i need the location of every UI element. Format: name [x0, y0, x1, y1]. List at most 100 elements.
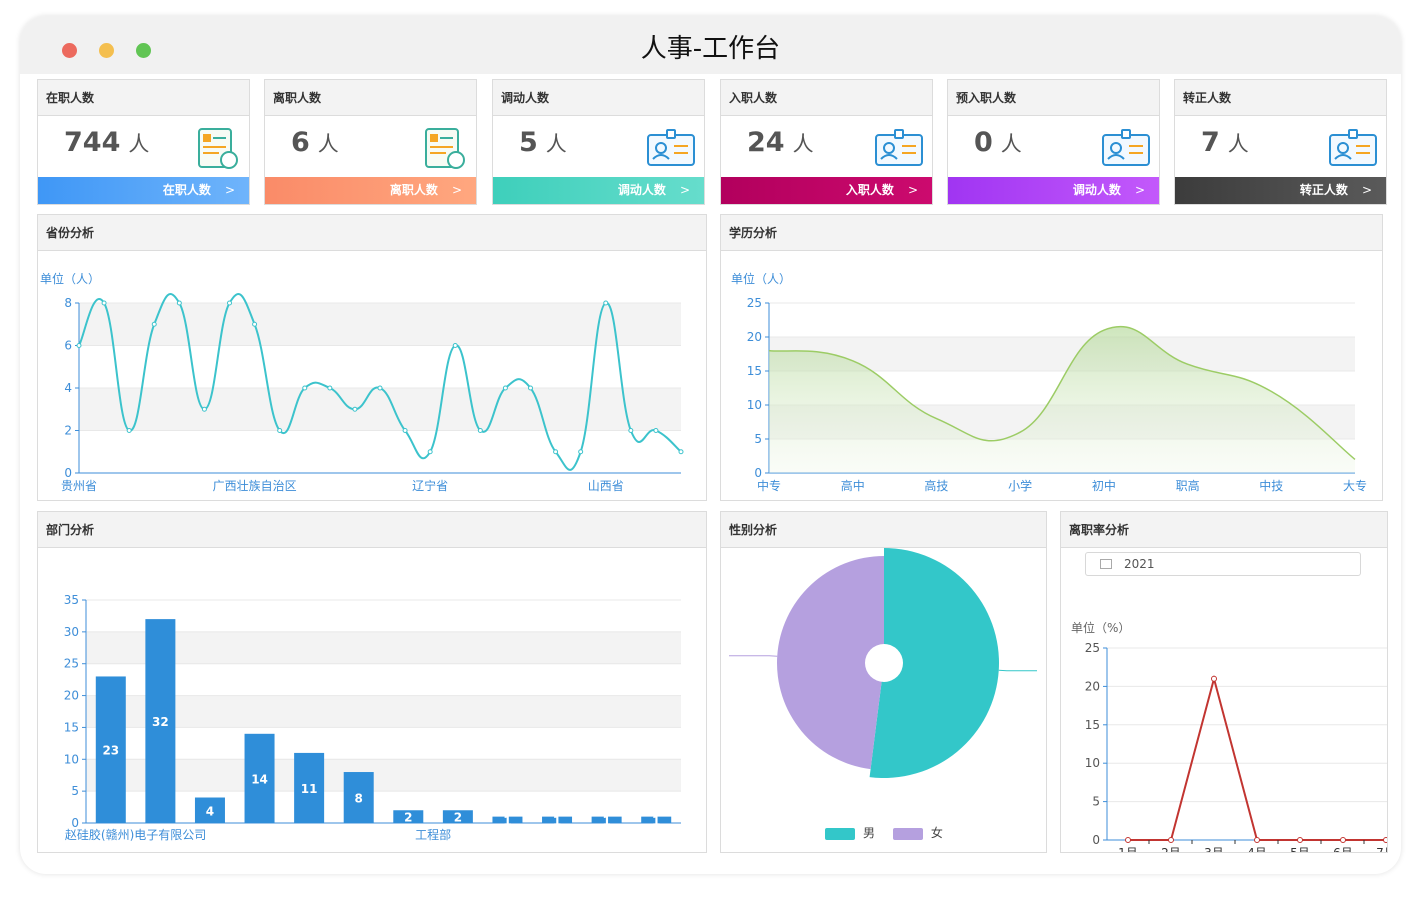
- data-point[interactable]: [653, 428, 659, 433]
- data-point[interactable]: [1125, 837, 1131, 843]
- x-tick-label: 4月: [1247, 846, 1267, 852]
- bar[interactable]: [393, 810, 424, 823]
- province-chart: 0 2 4 6 8 单位（人） 贵州省 广西壮族自治区 辽宁省 山西省: [40, 271, 684, 493]
- bar[interactable]: [492, 816, 523, 823]
- y-axis-label: 单位（人）: [40, 271, 100, 286]
- data-point[interactable]: [578, 449, 584, 455]
- stat-card-5: 转正人数 7 人转正人数 >: [1174, 79, 1387, 205]
- y-axis-label: 单位（%）: [1071, 620, 1130, 635]
- data-point[interactable]: [528, 385, 533, 391]
- bar-label: 1: [602, 814, 610, 828]
- legend-item-male[interactable]: 男: [825, 826, 875, 840]
- stat-link-button[interactable]: 调动人数 >: [948, 177, 1159, 204]
- data-point[interactable]: [76, 343, 82, 348]
- stat-link-button[interactable]: 在职人数 >: [38, 177, 249, 204]
- bar[interactable]: [294, 752, 325, 823]
- y-tick-label: 15: [1085, 718, 1100, 732]
- bar[interactable]: [194, 797, 225, 823]
- series-line: [768, 325, 1356, 460]
- axes: 0 2 4 6 8: [64, 296, 681, 480]
- data-point[interactable]: [302, 385, 308, 391]
- panel-title: 省份分析: [38, 215, 706, 251]
- data-point[interactable]: [502, 385, 508, 391]
- y-tick-label: 0: [1092, 833, 1100, 847]
- data-point[interactable]: [477, 428, 483, 433]
- education-panel: 学历分析 0 5 10 15 20 25 单位（人） 中专 高中 高技 小学 初中 职高 中技 大专: [720, 214, 1383, 501]
- grid-band: [86, 695, 681, 728]
- data-point[interactable]: [151, 321, 157, 327]
- bar[interactable]: [244, 733, 275, 823]
- data-point[interactable]: [377, 385, 383, 391]
- data-point[interactable]: [1211, 675, 1217, 682]
- stat-link-button[interactable]: 离职人数 >: [265, 177, 476, 204]
- year-picker[interactable]: 2021: [1085, 552, 1361, 576]
- data-point[interactable]: [452, 343, 458, 348]
- x-tick-label: 3月: [1204, 846, 1224, 852]
- y-tick-label: 15: [64, 720, 79, 734]
- data-point[interactable]: [1383, 837, 1388, 843]
- x-tick-label: 初中: [1092, 478, 1116, 493]
- y-tick-label: 0: [64, 466, 72, 480]
- stat-link-button[interactable]: 转正人数 >: [1175, 177, 1386, 204]
- data-point[interactable]: [327, 385, 333, 391]
- y-tick-label: 6: [64, 339, 72, 353]
- series-area: [769, 326, 1355, 473]
- data-point[interactable]: [1340, 837, 1346, 843]
- data-point[interactable]: [553, 449, 559, 455]
- bar[interactable]: [641, 816, 672, 823]
- data-point[interactable]: [277, 428, 283, 433]
- bar[interactable]: [591, 816, 622, 823]
- y-tick-label: 25: [747, 296, 762, 310]
- certificate-icon: [191, 126, 241, 170]
- data-point[interactable]: [402, 428, 408, 433]
- stat-card-1: 离职人数 6 人离职人数 >: [264, 79, 477, 205]
- pie-slice[interactable]: [869, 548, 1000, 778]
- close-window-button[interactable]: [62, 43, 77, 58]
- data-point[interactable]: [252, 321, 258, 327]
- maximize-window-button[interactable]: [136, 43, 151, 58]
- data-point[interactable]: [227, 300, 232, 306]
- data-point[interactable]: [1254, 837, 1260, 843]
- x-tick-label: 中技: [1259, 478, 1283, 493]
- turnover-chart: 0 5 10 15 20 25 单位（%） 1月 2月 3月 4月 5月 6月 7月: [1071, 620, 1388, 852]
- data-point[interactable]: [603, 300, 609, 306]
- minimize-window-button[interactable]: [99, 43, 114, 58]
- bar-label: 32: [152, 715, 169, 729]
- data-point[interactable]: [628, 428, 634, 433]
- data-point[interactable]: [678, 449, 684, 455]
- bar[interactable]: [542, 816, 573, 823]
- y-tick-label: 20: [747, 330, 762, 344]
- bar-label: 14: [251, 772, 268, 786]
- bar-label: 1: [503, 814, 511, 828]
- bar-label: 1: [553, 814, 561, 828]
- legend-item-female[interactable]: 女: [892, 826, 943, 840]
- data-point[interactable]: [126, 428, 132, 433]
- y-tick-label: 10: [747, 398, 762, 412]
- data-point[interactable]: [352, 406, 358, 412]
- stat-link-button[interactable]: 入职人数 >: [721, 177, 932, 204]
- x-tick-label: 高中: [841, 478, 865, 493]
- y-tick-label: 20: [1085, 679, 1100, 693]
- grid-band: [86, 759, 681, 792]
- x-tick-label: 辽宁省: [412, 478, 448, 493]
- data-point[interactable]: [427, 449, 433, 455]
- data-point[interactable]: [201, 406, 207, 412]
- bar[interactable]: [442, 810, 473, 823]
- grid-band: [769, 337, 1355, 371]
- data-point[interactable]: [1168, 837, 1174, 843]
- bar[interactable]: [95, 676, 126, 823]
- data-point[interactable]: [101, 300, 107, 306]
- stat-link-button[interactable]: 调动人数 >: [493, 177, 704, 204]
- x-tick-label: 大专: [1343, 478, 1367, 493]
- axes: 0 5 10 15 20 25 30 35: [64, 593, 681, 830]
- pie-slice[interactable]: [776, 556, 884, 770]
- data-point[interactable]: [1297, 837, 1303, 843]
- data-point[interactable]: [176, 300, 182, 306]
- bar-label: 2: [454, 811, 462, 825]
- y-tick-label: 10: [1085, 756, 1100, 770]
- bar[interactable]: [145, 619, 176, 823]
- bar[interactable]: [343, 772, 374, 823]
- chevron-right-icon: >: [1134, 183, 1145, 197]
